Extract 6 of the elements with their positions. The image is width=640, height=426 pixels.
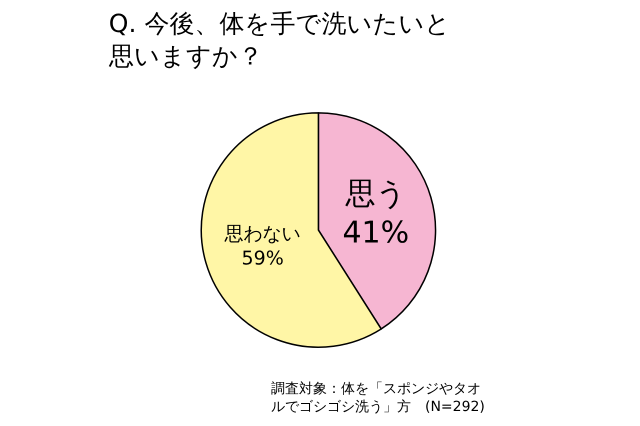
data-label: 59%	[242, 248, 284, 270]
chart-title: Q. 今後、体を手で洗いたいと思いますか？	[108, 8, 450, 70]
text: 調査対象：体を「スポンジやタオルでゴシゴシ洗う」方 (N=292)	[271, 381, 485, 416]
data-label: 41%	[342, 215, 410, 250]
slice-label: 思わない	[224, 223, 301, 246]
slice-label: 思う	[344, 176, 406, 212]
